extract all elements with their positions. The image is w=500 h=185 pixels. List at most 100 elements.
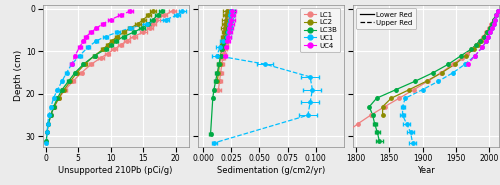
Point: [44, 122, 52, 125]
Point: [42, 141, 50, 144]
Point: [438, 71, 446, 74]
Point: [490, 18, 498, 21]
Point: [220, 48, 228, 51]
Point: [306, 101, 314, 104]
Point: [484, 35, 492, 38]
Point: [462, 54, 469, 57]
Point: [395, 97, 403, 100]
Point: [486, 26, 494, 29]
Point: [144, 14, 152, 17]
Point: [410, 88, 418, 91]
Point: [487, 22, 495, 25]
Point: [490, 22, 498, 25]
Point: [224, 22, 232, 25]
Point: [222, 46, 230, 49]
Point: [120, 31, 128, 34]
Point: [44, 122, 52, 125]
Point: [434, 80, 442, 83]
Point: [214, 88, 222, 91]
Point: [480, 35, 488, 38]
Point: [467, 48, 475, 51]
Point: [223, 39, 231, 42]
Point: [219, 39, 227, 42]
Point: [144, 22, 152, 25]
Point: [226, 14, 234, 17]
Point: [366, 105, 374, 108]
Point: [140, 18, 147, 21]
Point: [43, 131, 51, 134]
Point: [366, 114, 374, 117]
Point: [477, 39, 485, 42]
Point: [464, 63, 471, 66]
Point: [92, 39, 100, 42]
Point: [92, 26, 100, 29]
Point: [80, 39, 88, 42]
Point: [43, 131, 51, 134]
Point: [494, 9, 500, 12]
Point: [50, 97, 58, 100]
Point: [149, 18, 157, 21]
Point: [224, 22, 232, 25]
Point: [482, 39, 490, 42]
Point: [411, 80, 419, 83]
Point: [463, 52, 471, 55]
Point: [376, 139, 384, 142]
Point: [160, 14, 168, 17]
Point: [158, 9, 166, 12]
Point: [216, 80, 224, 83]
Point: [476, 39, 484, 42]
Point: [488, 26, 496, 29]
Point: [437, 71, 445, 74]
Point: [223, 31, 231, 34]
Point: [494, 9, 500, 12]
Point: [68, 63, 76, 66]
Point: [494, 9, 500, 12]
Point: [225, 9, 233, 12]
Point: [472, 43, 480, 46]
Point: [216, 71, 224, 74]
Point: [80, 63, 88, 66]
Point: [490, 22, 498, 25]
Point: [222, 18, 230, 21]
Point: [90, 54, 98, 57]
Point: [488, 26, 496, 29]
Point: [482, 31, 490, 34]
Point: [218, 48, 226, 51]
Point: [492, 14, 500, 17]
Point: [206, 133, 214, 136]
Point: [222, 14, 230, 17]
Point: [418, 88, 426, 91]
Point: [224, 35, 232, 38]
Point: [405, 88, 413, 91]
Point: [228, 9, 236, 12]
Point: [488, 22, 496, 25]
Point: [398, 105, 406, 108]
Point: [468, 48, 475, 51]
Point: [219, 56, 227, 59]
Point: [84, 46, 92, 49]
Point: [73, 71, 81, 74]
Point: [406, 131, 414, 134]
Point: [50, 105, 58, 108]
Point: [220, 26, 228, 29]
Point: [478, 46, 486, 49]
Point: [220, 54, 228, 57]
Point: [82, 35, 90, 38]
Point: [492, 14, 500, 17]
Point: [221, 22, 229, 25]
Point: [354, 122, 362, 125]
Point: [216, 54, 224, 57]
Point: [476, 39, 484, 42]
Point: [216, 63, 224, 66]
Point: [226, 26, 234, 29]
Point: [97, 56, 105, 59]
Point: [224, 35, 232, 38]
Point: [149, 22, 157, 25]
Point: [220, 35, 228, 38]
Point: [227, 18, 235, 21]
Point: [130, 31, 138, 34]
Point: [402, 122, 410, 125]
Point: [224, 18, 232, 21]
Point: [88, 31, 96, 34]
Point: [216, 46, 224, 49]
